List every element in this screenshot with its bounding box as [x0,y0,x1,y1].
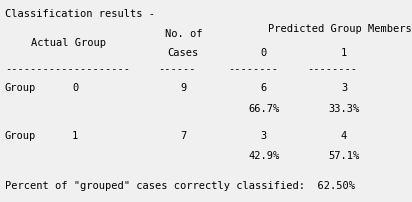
Text: Group: Group [5,83,36,93]
Text: No. of: No. of [164,29,202,39]
Text: Classification results -: Classification results - [5,9,155,19]
Text: 3: 3 [260,130,267,140]
Text: 66.7%: 66.7% [248,103,279,113]
Text: Group: Group [5,130,36,140]
Text: --------------------: -------------------- [5,64,130,74]
Text: 6: 6 [260,83,267,93]
Text: 9: 9 [180,83,187,93]
Text: 0: 0 [72,83,78,93]
Text: Percent of "grouped" cases correctly classified:  62.50%: Percent of "grouped" cases correctly cla… [5,180,355,190]
Text: 42.9%: 42.9% [248,150,279,160]
Text: 4: 4 [341,130,347,140]
Text: Cases: Cases [168,47,199,57]
Text: 1: 1 [341,47,347,57]
Text: Predicted Group Membership: Predicted Group Membership [268,24,412,34]
Text: --------: -------- [307,64,357,74]
Text: 33.3%: 33.3% [328,103,360,113]
Text: 3: 3 [341,83,347,93]
Text: ------: ------ [159,64,196,74]
Text: --------: -------- [229,64,279,74]
Text: 0: 0 [260,47,267,57]
Text: 57.1%: 57.1% [328,150,360,160]
Text: 1: 1 [72,130,78,140]
Text: Actual Group: Actual Group [31,37,106,47]
Text: 7: 7 [180,130,187,140]
